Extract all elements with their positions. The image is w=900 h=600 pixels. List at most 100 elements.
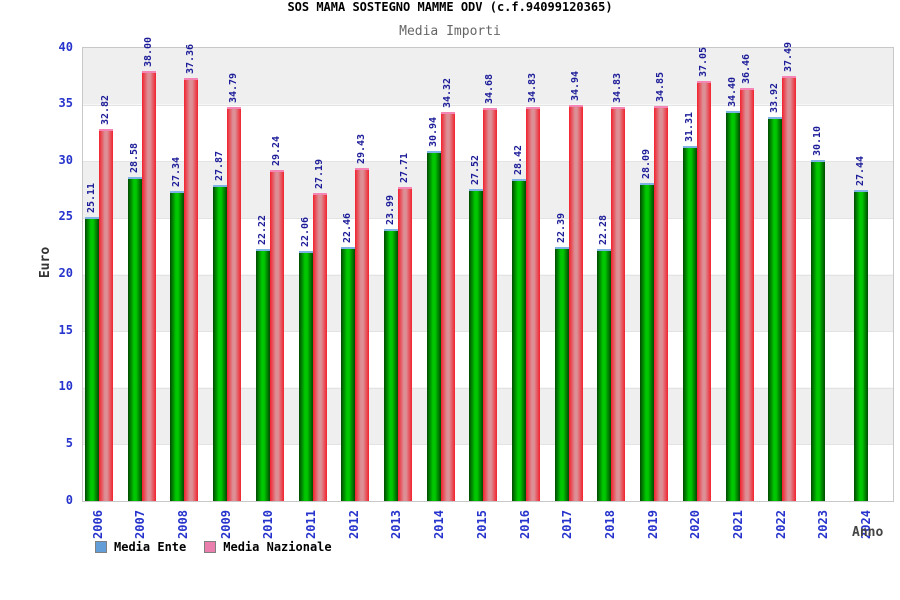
bar-media-ente-2017 xyxy=(554,247,569,501)
bar-media-nazionale-2007 xyxy=(141,70,156,501)
bar-value-label: 34.79 xyxy=(228,72,240,104)
bar-value-label: 34.83 xyxy=(527,72,539,103)
x-tick-label: 2014 xyxy=(432,510,447,539)
y-tick-label: 20 xyxy=(58,266,73,280)
bar-value-label: 34.68 xyxy=(484,74,496,105)
bar-value-label: 37.05 xyxy=(697,47,709,78)
legend: Media Ente Media Nazionale xyxy=(95,539,350,555)
bar-media-ente-2013 xyxy=(383,229,398,501)
bar-media-nazionale-2014 xyxy=(440,112,455,501)
legend-swatch-media-nazionale xyxy=(204,541,217,553)
y-tick-label: 5 xyxy=(65,435,73,450)
chart-subtitle: Media Importi xyxy=(399,24,501,39)
bar-value-label: 37.36 xyxy=(185,43,197,74)
bar-media-ente-2024 xyxy=(853,190,868,501)
bar-value-label: 30.94 xyxy=(427,116,439,147)
x-tick-label: 2009 xyxy=(218,510,233,539)
bar-value-label: 27.44 xyxy=(854,156,866,187)
bar-media-nazionale-2019 xyxy=(654,106,669,501)
bar-media-ente-2007 xyxy=(127,177,142,501)
bar-value-label: 28.42 xyxy=(513,145,525,176)
legend-label-media-ente: Media Ente xyxy=(114,540,187,554)
x-tick-label: 2020 xyxy=(688,510,703,539)
bar-value-label: 34.83 xyxy=(612,72,624,103)
bar-value-label: 28.58 xyxy=(128,143,140,174)
bar-value-label: 31.31 xyxy=(683,112,695,143)
bar-media-ente-2014 xyxy=(426,150,441,501)
bar-value-label: 36.46 xyxy=(740,54,752,85)
bar-media-ente-2012 xyxy=(341,246,356,501)
bar-media-nazionale-2010 xyxy=(269,169,284,501)
bar-media-nazionale-2008 xyxy=(184,77,199,501)
bar-value-label: 22.46 xyxy=(342,212,354,243)
bar-value-label: 29.43 xyxy=(356,133,368,164)
bar-media-nazionale-2009 xyxy=(227,107,242,501)
bar-media-nazionale-2022 xyxy=(782,76,797,501)
y-tick-label: 0 xyxy=(65,492,73,507)
bar-value-label: 25.11 xyxy=(86,182,98,213)
y-tick-label: 10 xyxy=(58,379,73,394)
bar-media-ente-2009 xyxy=(213,185,228,501)
bar-value-label: 34.85 xyxy=(655,72,667,103)
plot-area: 25.11 32.82 28.58 38.00 27.34 37.36 27.87 34.79… xyxy=(82,37,894,502)
y-tick-label: 35 xyxy=(58,96,73,111)
bar-media-nazionale-2013 xyxy=(397,187,412,501)
bar-media-ente-2018 xyxy=(597,248,612,501)
x-tick-label: 2016 xyxy=(517,510,532,539)
y-tick-label: 25 xyxy=(58,209,73,224)
bar-media-ente-2020 xyxy=(682,146,697,501)
bar-value-label: 27.19 xyxy=(313,159,325,190)
bar-media-nazionale-2012 xyxy=(355,167,370,501)
legend-swatch-media-ente xyxy=(95,541,107,553)
bar-value-label: 34.32 xyxy=(441,78,453,109)
x-tick-label: 2017 xyxy=(560,510,575,539)
x-tick-label: 2007 xyxy=(133,510,148,539)
bar-value-label: 22.06 xyxy=(299,217,311,248)
bar-media-ente-2022 xyxy=(768,116,783,501)
bar-value-label: 30.10 xyxy=(811,126,823,157)
x-tick-label: 2011 xyxy=(303,510,318,539)
bar-media-ente-2006 xyxy=(85,216,99,501)
bar-media-ente-2021 xyxy=(725,111,740,501)
x-tick-label: 2018 xyxy=(602,510,617,539)
bar-value-label: 27.87 xyxy=(214,151,226,182)
x-tick-label: 2015 xyxy=(474,510,489,539)
x-tick-label: 2023 xyxy=(816,510,831,539)
gridline xyxy=(83,104,893,106)
bar-media-ente-2019 xyxy=(640,182,655,501)
x-tick-label: 2019 xyxy=(645,510,660,539)
y-tick-label: 40 xyxy=(58,39,73,54)
bar-media-ente-2016 xyxy=(512,179,526,501)
x-tick-label: 2010 xyxy=(261,510,276,539)
bar-media-nazionale-2020 xyxy=(696,81,711,501)
bar-value-label: 27.34 xyxy=(171,157,183,188)
bar-media-nazionale-2016 xyxy=(526,106,540,501)
bar-value-label: 29.24 xyxy=(270,135,282,166)
x-tick-label: 2022 xyxy=(773,510,788,539)
bar-value-label: 38.00 xyxy=(142,36,154,67)
bar-value-label: 32.82 xyxy=(100,95,112,126)
bar-value-label: 22.28 xyxy=(598,214,610,245)
bar-media-ente-2023 xyxy=(810,160,825,501)
legend-label-media-nazionale: Media Nazionale xyxy=(223,540,332,554)
bar-media-nazionale-2017 xyxy=(568,105,583,501)
bar-value-label: 27.71 xyxy=(398,153,410,184)
bar-media-nazionale-2011 xyxy=(312,193,327,501)
x-tick-label: 2013 xyxy=(389,510,404,539)
chart-title: SOS MAMA SOSTEGNO MAMME ODV (c.f.9409912… xyxy=(287,0,613,14)
bar-value-label: 23.99 xyxy=(384,195,396,226)
bar-value-label: 34.40 xyxy=(726,77,738,108)
bar-value-label: 22.22 xyxy=(256,215,268,246)
x-axis-title: Anno xyxy=(852,525,884,540)
y-tick-label: 15 xyxy=(58,322,73,337)
bar-media-ente-2015 xyxy=(469,189,484,501)
bar-media-nazionale-2018 xyxy=(611,106,626,501)
bar-media-nazionale-2021 xyxy=(739,88,754,501)
x-tick-label: 2021 xyxy=(730,510,745,539)
bar-value-label: 34.94 xyxy=(569,71,581,102)
bar-value-label: 27.52 xyxy=(470,155,482,186)
bar-value-label: 22.39 xyxy=(555,213,567,244)
x-tick-label: 2012 xyxy=(346,510,361,539)
bar-value-label: 28.09 xyxy=(641,148,653,179)
